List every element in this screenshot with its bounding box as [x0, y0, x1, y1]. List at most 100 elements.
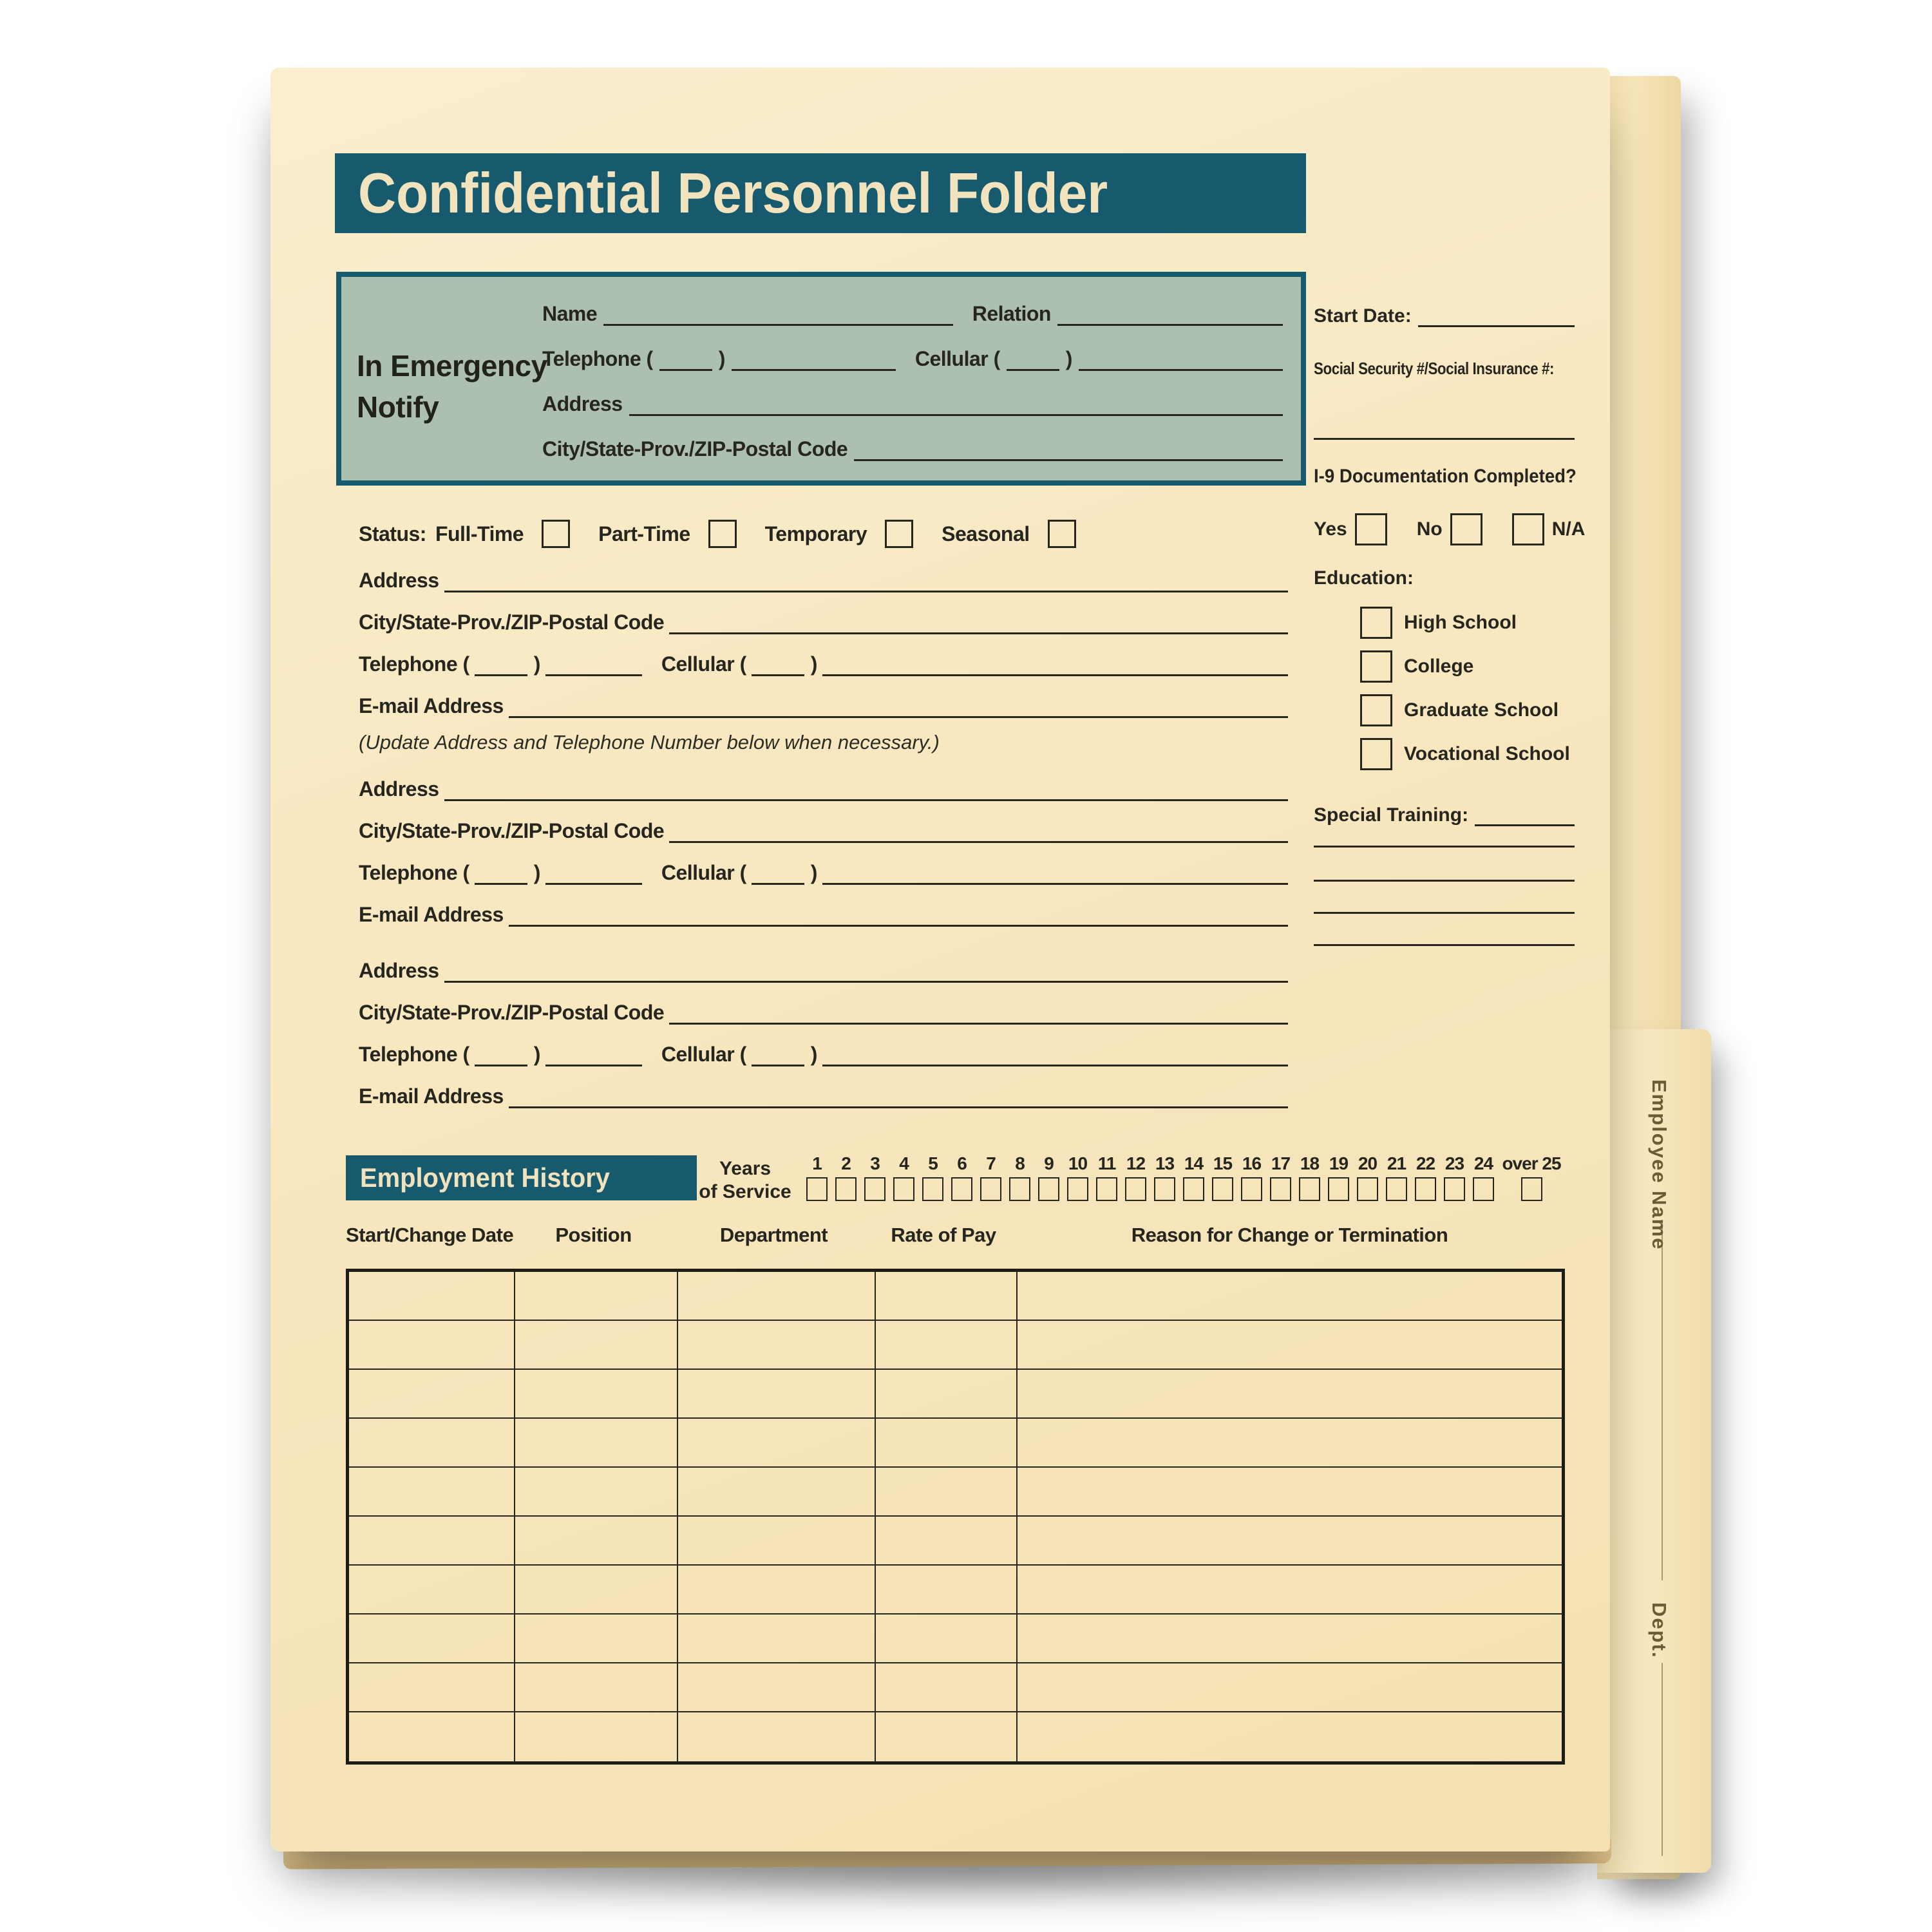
- table-cell[interactable]: [876, 1272, 1018, 1321]
- table-cell[interactable]: [349, 1321, 515, 1370]
- telephone-line[interactable]: [545, 1039, 642, 1066]
- year-checkbox[interactable]: [1096, 1177, 1117, 1201]
- table-cell[interactable]: [678, 1419, 876, 1468]
- table-cell[interactable]: [678, 1712, 876, 1761]
- start-date-line[interactable]: [1417, 299, 1575, 327]
- emergency-city-line[interactable]: [854, 433, 1283, 461]
- emergency-cellular-line[interactable]: [1078, 343, 1283, 371]
- table-cell[interactable]: [876, 1419, 1018, 1468]
- city-line[interactable]: [669, 997, 1288, 1025]
- table-cell[interactable]: [349, 1468, 515, 1517]
- table-cell[interactable]: [515, 1321, 678, 1370]
- emergency-telephone-line[interactable]: [731, 343, 896, 371]
- ssn-line[interactable]: [1314, 412, 1575, 440]
- telephone-line[interactable]: [545, 857, 642, 885]
- year-checkbox[interactable]: [1270, 1177, 1291, 1201]
- table-cell[interactable]: [678, 1370, 876, 1419]
- special-training-extra-line[interactable]: [1314, 918, 1575, 946]
- year-checkbox[interactable]: [1357, 1177, 1378, 1201]
- table-cell[interactable]: [876, 1517, 1018, 1566]
- table-cell[interactable]: [349, 1419, 515, 1468]
- table-cell[interactable]: [515, 1712, 678, 1761]
- email-line[interactable]: [508, 1081, 1288, 1108]
- graduate-school-checkbox[interactable]: [1360, 694, 1392, 726]
- i9-na-checkbox[interactable]: [1511, 513, 1544, 545]
- table-cell[interactable]: [349, 1272, 515, 1321]
- year-checkbox[interactable]: [1328, 1177, 1349, 1201]
- table-cell[interactable]: [1018, 1517, 1562, 1566]
- city-line[interactable]: [669, 607, 1288, 634]
- high-school-checkbox[interactable]: [1360, 607, 1392, 639]
- table-cell[interactable]: [876, 1663, 1018, 1712]
- year-checkbox[interactable]: [1154, 1177, 1175, 1201]
- status-part-time-checkbox[interactable]: [708, 520, 737, 548]
- table-cell[interactable]: [1018, 1468, 1562, 1517]
- year-checkbox[interactable]: [893, 1177, 914, 1201]
- table-cell[interactable]: [349, 1517, 515, 1566]
- table-cell[interactable]: [515, 1615, 678, 1663]
- vocational-school-checkbox[interactable]: [1360, 738, 1392, 770]
- year-checkbox[interactable]: [1183, 1177, 1204, 1201]
- special-training-line[interactable]: [1475, 799, 1575, 826]
- telephone-area-line[interactable]: [474, 649, 527, 676]
- table-cell[interactable]: [678, 1272, 876, 1321]
- table-cell[interactable]: [876, 1566, 1018, 1615]
- table-cell[interactable]: [1018, 1272, 1562, 1321]
- tab-employee-name-line[interactable]: [1662, 1220, 1663, 1580]
- cellular-line[interactable]: [822, 1039, 1288, 1066]
- table-cell[interactable]: [349, 1370, 515, 1419]
- year-checkbox[interactable]: [1125, 1177, 1146, 1201]
- year-checkbox[interactable]: [1520, 1177, 1542, 1201]
- cellular-line[interactable]: [822, 857, 1288, 885]
- i9-no-checkbox[interactable]: [1450, 513, 1482, 545]
- special-training-extra-line[interactable]: [1314, 854, 1575, 882]
- year-checkbox[interactable]: [1444, 1177, 1465, 1201]
- emergency-telephone-area-line[interactable]: [659, 343, 712, 371]
- i9-yes-checkbox[interactable]: [1354, 513, 1387, 545]
- year-checkbox[interactable]: [864, 1177, 886, 1201]
- table-cell[interactable]: [678, 1615, 876, 1663]
- emergency-cellular-area-line[interactable]: [1006, 343, 1059, 371]
- table-cell[interactable]: [349, 1712, 515, 1761]
- year-checkbox[interactable]: [806, 1177, 828, 1201]
- table-cell[interactable]: [678, 1663, 876, 1712]
- table-cell[interactable]: [515, 1517, 678, 1566]
- table-cell[interactable]: [515, 1566, 678, 1615]
- table-cell[interactable]: [349, 1663, 515, 1712]
- year-checkbox[interactable]: [1415, 1177, 1436, 1201]
- cellular-area-line[interactable]: [751, 857, 804, 885]
- table-cell[interactable]: [349, 1566, 515, 1615]
- telephone-line[interactable]: [545, 649, 642, 676]
- year-checkbox[interactable]: [1212, 1177, 1233, 1201]
- table-cell[interactable]: [1018, 1663, 1562, 1712]
- year-checkbox[interactable]: [1009, 1177, 1030, 1201]
- year-checkbox[interactable]: [1473, 1177, 1494, 1201]
- emergency-name-line[interactable]: [603, 298, 953, 326]
- special-training-extra-line[interactable]: [1314, 886, 1575, 914]
- year-checkbox[interactable]: [835, 1177, 857, 1201]
- year-checkbox[interactable]: [980, 1177, 1001, 1201]
- table-cell[interactable]: [1018, 1370, 1562, 1419]
- city-line[interactable]: [669, 815, 1288, 843]
- table-cell[interactable]: [515, 1272, 678, 1321]
- table-cell[interactable]: [1018, 1419, 1562, 1468]
- table-cell[interactable]: [515, 1663, 678, 1712]
- table-cell[interactable]: [515, 1419, 678, 1468]
- email-line[interactable]: [508, 690, 1288, 718]
- telephone-area-line[interactable]: [474, 1039, 527, 1066]
- status-full-time-checkbox[interactable]: [542, 520, 571, 548]
- year-checkbox[interactable]: [1038, 1177, 1059, 1201]
- table-cell[interactable]: [678, 1517, 876, 1566]
- telephone-area-line[interactable]: [474, 857, 527, 885]
- table-cell[interactable]: [876, 1615, 1018, 1663]
- table-cell[interactable]: [876, 1468, 1018, 1517]
- address-line[interactable]: [444, 955, 1288, 983]
- year-checkbox[interactable]: [1299, 1177, 1320, 1201]
- table-cell[interactable]: [1018, 1615, 1562, 1663]
- cellular-area-line[interactable]: [751, 649, 804, 676]
- table-cell[interactable]: [876, 1370, 1018, 1419]
- table-cell[interactable]: [515, 1370, 678, 1419]
- table-cell[interactable]: [678, 1566, 876, 1615]
- year-checkbox[interactable]: [1386, 1177, 1407, 1201]
- address-line[interactable]: [444, 565, 1288, 592]
